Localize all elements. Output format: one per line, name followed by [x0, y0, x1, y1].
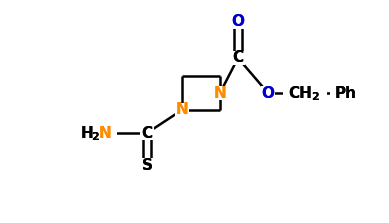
- Text: H: H: [81, 126, 93, 140]
- Bar: [261, 86, 275, 100]
- Text: C: C: [142, 126, 152, 140]
- Bar: [73, 125, 117, 141]
- Text: 2: 2: [311, 92, 319, 102]
- Text: C: C: [233, 50, 244, 66]
- Text: Ph: Ph: [335, 85, 357, 101]
- Bar: [231, 51, 245, 65]
- Bar: [213, 86, 227, 100]
- Text: N: N: [175, 103, 188, 118]
- Text: N: N: [175, 103, 188, 118]
- Text: S: S: [142, 157, 152, 173]
- Text: C: C: [142, 126, 152, 140]
- Bar: [231, 15, 245, 29]
- Text: O: O: [261, 85, 275, 101]
- Text: N: N: [99, 126, 111, 140]
- Text: Ph: Ph: [335, 85, 357, 101]
- Text: CH: CH: [288, 85, 312, 101]
- Text: H: H: [81, 126, 93, 140]
- Text: O: O: [231, 14, 245, 29]
- Bar: [140, 158, 154, 172]
- Text: S: S: [142, 157, 152, 173]
- Text: N: N: [214, 85, 226, 101]
- Bar: [330, 85, 362, 101]
- Bar: [283, 85, 327, 101]
- Text: 2: 2: [91, 132, 99, 142]
- Text: C: C: [233, 50, 244, 66]
- Text: O: O: [231, 14, 245, 29]
- Text: N: N: [214, 85, 226, 101]
- Bar: [140, 126, 154, 140]
- Text: CH: CH: [288, 85, 312, 101]
- Text: O: O: [261, 85, 275, 101]
- Text: N: N: [99, 126, 111, 140]
- Bar: [175, 103, 189, 117]
- Text: 2: 2: [91, 132, 99, 142]
- Text: 2: 2: [311, 92, 319, 102]
